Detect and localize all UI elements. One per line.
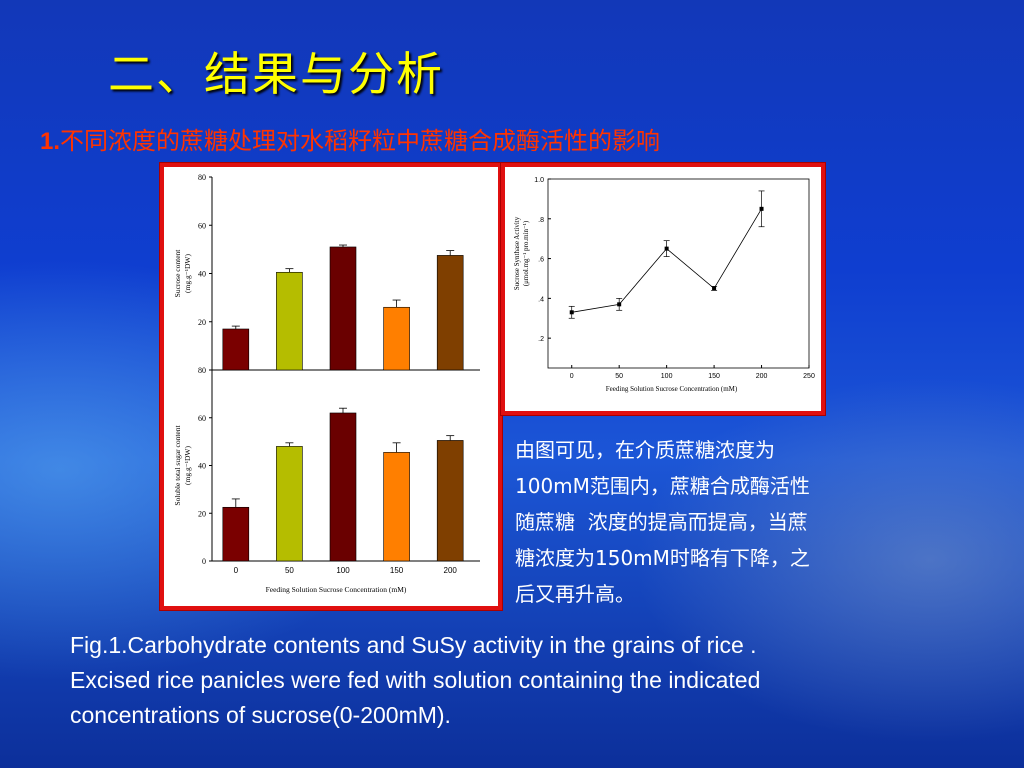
- line-chart-panel: .2 .4 .6 .8 1.0 0 50 100 150 200 250 Sucrose Syntha…: [501, 163, 825, 415]
- caption-line: Excised rice panicles were fed with solu…: [70, 667, 761, 693]
- y-axis-unit: (μmol.mg⁻¹ pro.min⁻¹): [522, 220, 530, 286]
- bar: [383, 306, 410, 371]
- slide-subtitle: 1.不同浓度的蔗糖处理对水稻籽粒中蔗糖合成酶活性的影响: [40, 121, 660, 156]
- y-tick-label: 40: [198, 462, 206, 471]
- subtitle-number: 1.: [40, 128, 61, 155]
- y-axis-label: Sucrose content: [173, 249, 182, 298]
- y-tick-label: 20: [198, 509, 206, 518]
- y-axis-title: Sucrose content (mg.g⁻¹DW): [173, 249, 192, 298]
- data-point: [569, 310, 574, 315]
- y-axis-label: Sucrose Synthase Activity: [513, 216, 521, 290]
- bar: [222, 506, 250, 562]
- x-tick-label: 200: [756, 373, 768, 380]
- y-axis-title: Soluble total sugar content (mg.g⁻¹DW): [173, 424, 192, 505]
- y-axis-label: Soluble total sugar content: [173, 424, 182, 505]
- bar: [383, 452, 410, 562]
- y-tick-label: .2: [538, 336, 544, 343]
- figure-caption: Fig.1.Carbohydrate contents and SuSy act…: [70, 628, 970, 733]
- bar: [436, 440, 464, 562]
- bar: [329, 246, 357, 371]
- data-point: [712, 286, 717, 291]
- x-axis-label: Feeding Solution Sucrose Concentration (…: [606, 385, 738, 393]
- y-tick-label: 40: [198, 270, 206, 279]
- x-tick-label: 50: [285, 566, 294, 575]
- bar: [276, 446, 303, 562]
- bar-charts-panel: 20 40 60 80 Sucrose content (mg.g⁻¹DW) 0 20 40 60…: [160, 163, 502, 610]
- y-tick-label: 80: [198, 366, 206, 375]
- x-tick-label: 150: [708, 373, 720, 380]
- bar: [222, 328, 250, 371]
- x-axis-label: Feeding Solution Sucrose Concentration (…: [266, 585, 407, 594]
- y-tick-label: .8: [538, 217, 544, 224]
- series-line: [571, 208, 762, 313]
- y-axis-unit: (mg.g⁻¹DW): [183, 254, 192, 293]
- caption-line: Fig.1.Carbohydrate contents and SuSy act…: [70, 632, 757, 658]
- y-tick-label: 20: [198, 318, 206, 327]
- x-tick-label: 0: [570, 373, 574, 380]
- bar: [436, 255, 464, 371]
- y-tick-label: .6: [538, 257, 544, 264]
- x-tick-label: 0: [234, 566, 239, 575]
- y-tick-label: .4: [538, 296, 544, 303]
- y-tick-label: 0: [202, 557, 206, 566]
- plot-frame: [547, 178, 810, 369]
- y-axis-unit: (mg.g⁻¹DW): [183, 446, 192, 485]
- explanation-line: 随蔗糖 浓度的提高而提高，当蔗: [515, 510, 808, 534]
- x-tick-label: 250: [803, 373, 815, 380]
- y-tick-label: 60: [198, 221, 206, 230]
- explanation-line: 由图可见，在介质蔗糖浓度为: [515, 438, 775, 462]
- explanation-text: 由图可见，在介质蔗糖浓度为 100mM范围内，蔗糖合成酶活性 随蔗糖 浓度的提高…: [515, 432, 935, 612]
- data-point: [664, 246, 669, 251]
- data-point: [617, 302, 622, 307]
- x-tick-label: 200: [444, 566, 458, 575]
- bar: [329, 412, 357, 562]
- y-tick-label: 60: [198, 414, 206, 423]
- caption-line: concentrations of sucrose(0-200mM).: [70, 702, 451, 728]
- x-tick-label: 150: [390, 566, 404, 575]
- x-tick-label: 100: [336, 566, 350, 575]
- explanation-line: 100mM范围内，蔗糖合成酶活性: [515, 474, 810, 498]
- y-axis-title: Sucrose Synthase Activity (μmol.mg⁻¹ pro.…: [513, 216, 530, 290]
- explanation-line: 糖浓度为150mM时略有下降，之: [515, 546, 810, 570]
- y-tick-label: 1.0: [534, 177, 544, 184]
- y-tick-label: 80: [198, 173, 206, 182]
- bar: [276, 271, 303, 371]
- slide-title: 二、结果与分析: [108, 47, 444, 101]
- x-tick-label: 50: [615, 373, 623, 380]
- x-tick-label: 100: [661, 373, 673, 380]
- line-chart-svg: .2 .4 .6 .8 1.0 0 50 100 150 200 250 Sucrose Syntha…: [513, 177, 815, 393]
- subtitle-text: 不同浓度的蔗糖处理对水稻籽粒中蔗糖合成酶活性的影响: [60, 127, 661, 155]
- data-point: [759, 206, 764, 211]
- explanation-line: 后又再升高。: [515, 582, 635, 606]
